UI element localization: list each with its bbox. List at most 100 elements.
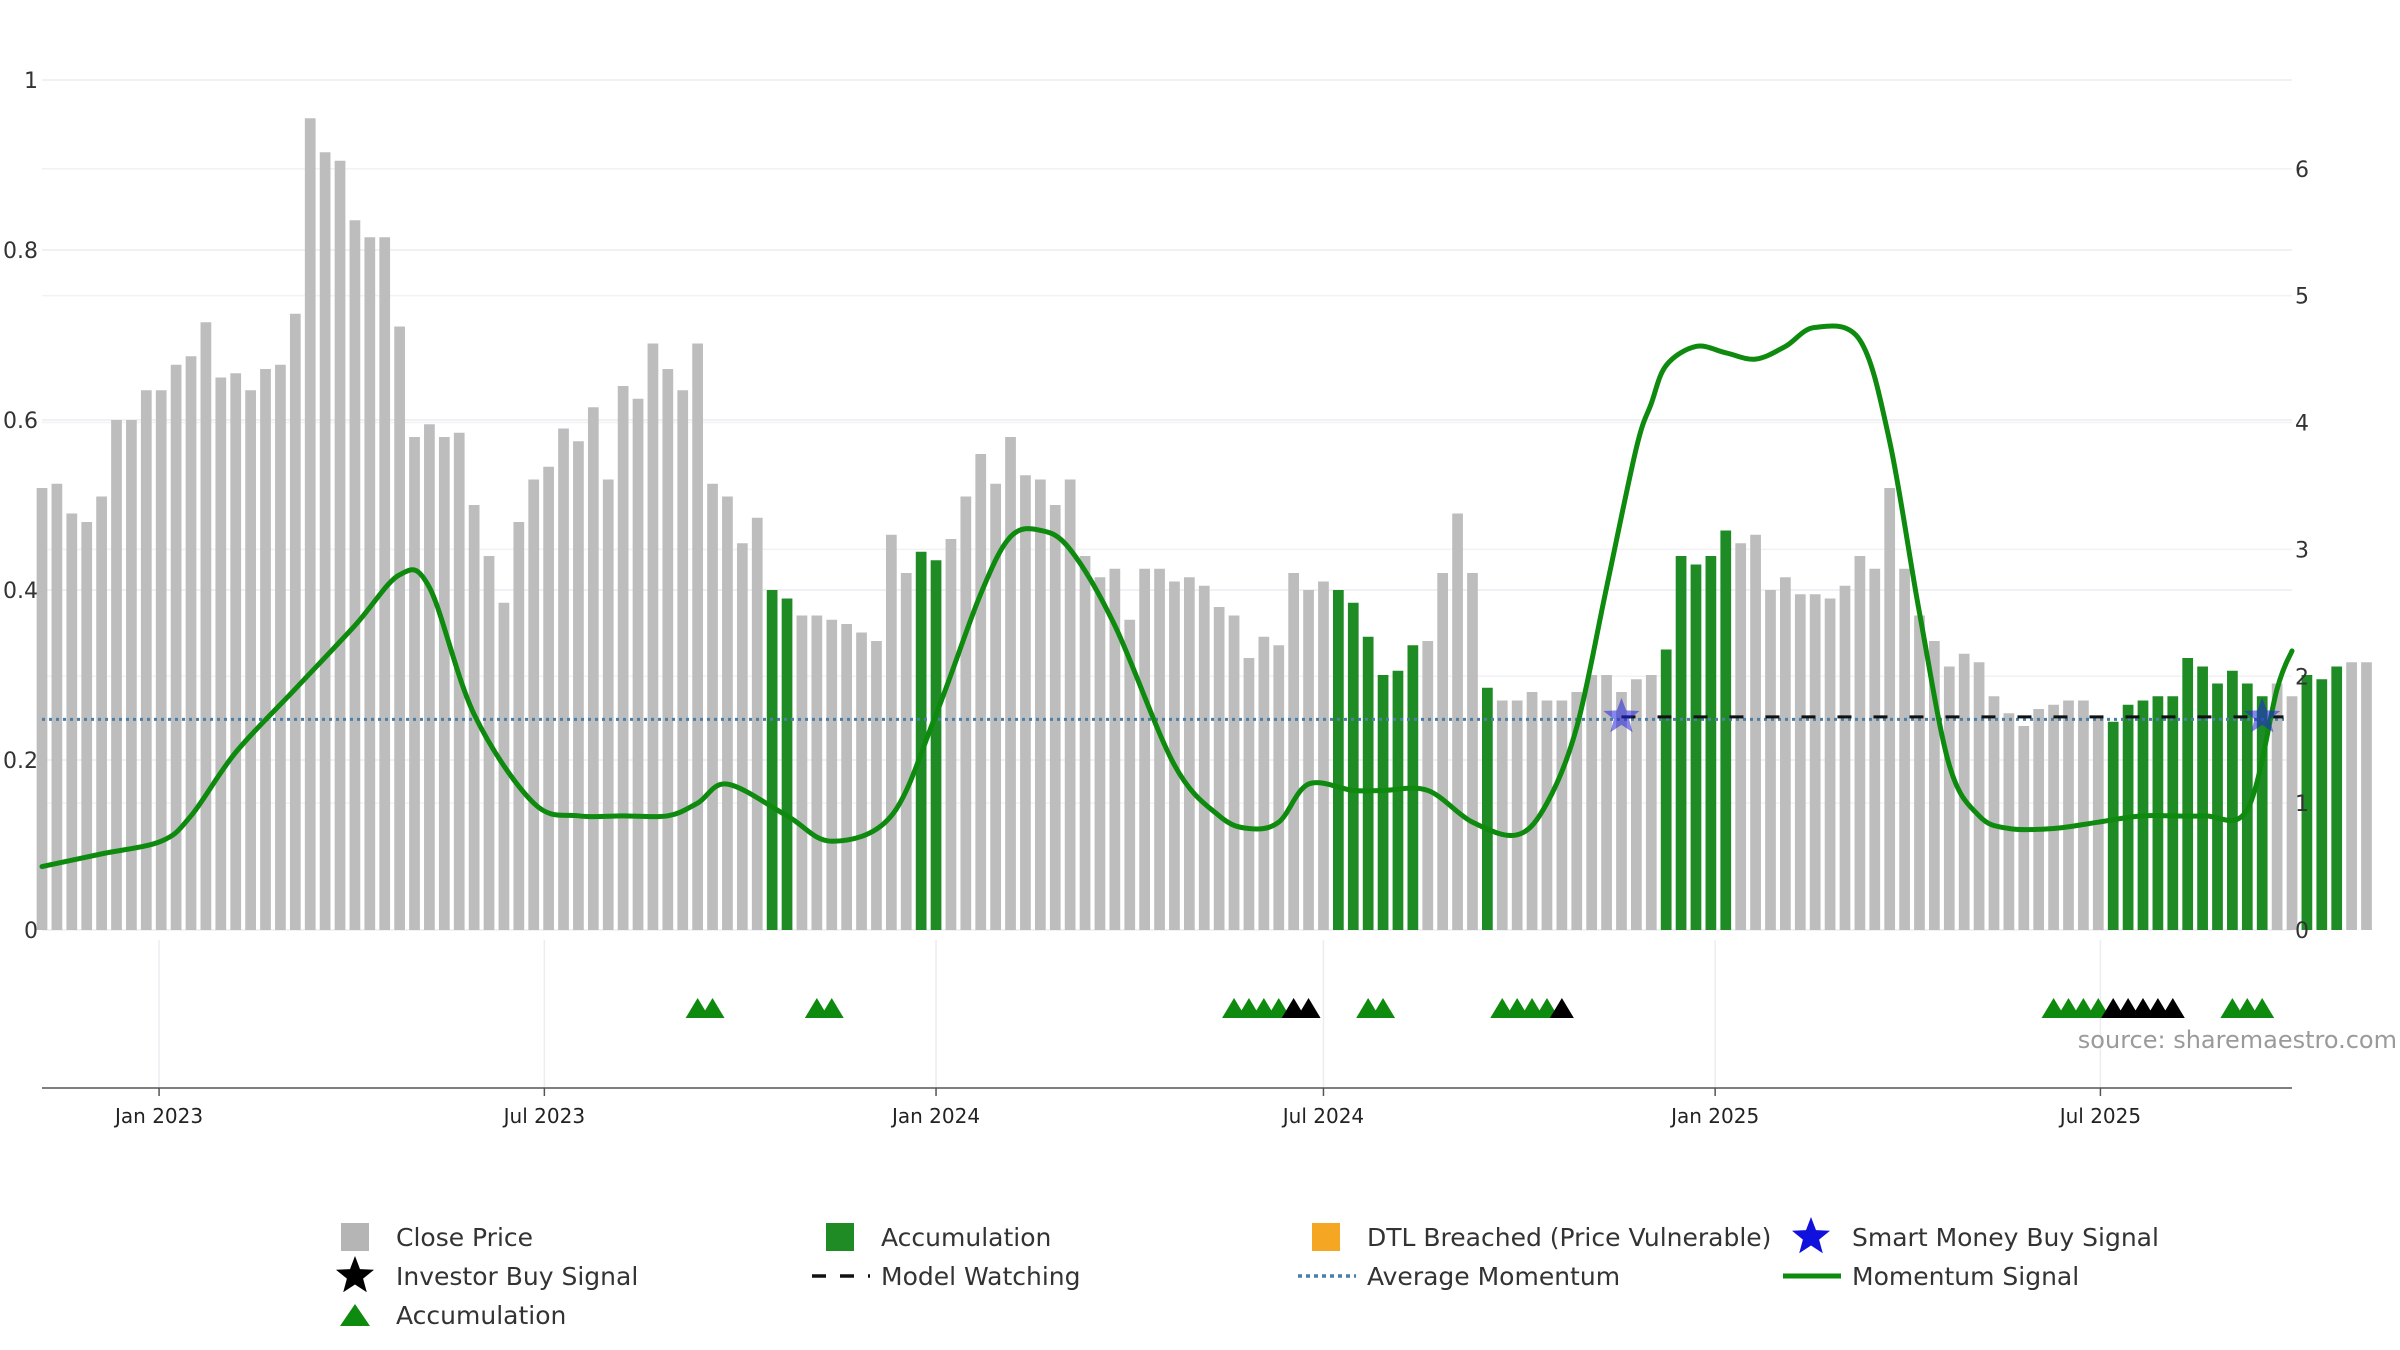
close-price-bar	[841, 624, 852, 930]
close-price-bar	[1571, 692, 1583, 930]
legend-label: Momentum Signal	[1852, 1262, 2079, 1291]
close-price-bar	[1929, 641, 1940, 930]
close-price-bar	[1780, 577, 1791, 930]
close-price-bar	[215, 377, 227, 930]
close-price-bar	[2286, 696, 2298, 930]
accumulation-bar	[2107, 721, 2119, 930]
close-price-bar	[1034, 479, 1046, 930]
close-price-bar	[1079, 556, 1091, 930]
close-price-bar	[1645, 675, 1657, 930]
legend-label: Accumulation	[881, 1223, 1051, 1252]
legend-label: Close Price	[396, 1223, 533, 1252]
legend-swatch-square	[826, 1223, 854, 1251]
close-price-bars	[36, 118, 2372, 930]
close-price-bar	[1735, 543, 1747, 930]
close-price-bar	[140, 390, 152, 930]
accumulation-bar	[2331, 666, 2343, 930]
accumulation-bar	[2212, 683, 2223, 930]
accumulation-triangle	[2250, 998, 2275, 1018]
accumulation-bar	[1482, 687, 1493, 930]
close-price-bar	[424, 424, 435, 930]
x-tick-label: Jan 2025	[1669, 1104, 1759, 1128]
close-price-bar	[438, 437, 450, 930]
accumulation-triangle	[819, 998, 844, 1018]
accumulation-triangle	[1371, 998, 1396, 1018]
legend-item: Model Watching	[812, 1262, 1081, 1291]
close-price-bar	[1288, 573, 1300, 930]
close-price-bar	[558, 428, 569, 930]
left-tick-label: 0	[24, 919, 38, 944]
close-price-bar	[900, 573, 912, 930]
left-tick-label: 0.2	[3, 749, 38, 774]
close-price-bar	[1824, 598, 1836, 930]
x-tick-label: Jan 2024	[890, 1104, 980, 1128]
right-tick-label: 1	[2295, 792, 2309, 817]
close-price-bar	[1943, 666, 1955, 930]
close-price-bar	[2361, 662, 2372, 930]
close-price-bar	[1169, 581, 1180, 930]
close-price-bar	[2346, 662, 2357, 930]
accumulation-bar	[2256, 696, 2268, 930]
close-price-bar	[1109, 568, 1121, 930]
close-price-bar	[170, 364, 182, 930]
close-price-bar	[200, 322, 212, 930]
smart-money-buy-star	[2244, 697, 2281, 733]
legend-label: DTL Breached (Price Vulnerable)	[1367, 1223, 1771, 1252]
legend-swatch-square	[341, 1223, 369, 1251]
close-price-bar	[230, 373, 242, 930]
legend-label: Average Momentum	[1367, 1262, 1620, 1291]
close-price-bar	[617, 386, 629, 930]
close-price-bar	[2048, 704, 2059, 930]
source-label: source: sharemaestro.com	[2078, 1026, 2397, 1054]
accumulation-triangle	[700, 998, 725, 1018]
close-price-bar	[379, 237, 391, 930]
close-price-bar	[1228, 615, 1240, 930]
close-price-bar	[1198, 585, 1210, 930]
close-price-bar	[1139, 568, 1151, 930]
close-price-bar	[960, 496, 972, 930]
close-price-bar	[587, 407, 599, 930]
close-price-bar	[856, 632, 867, 930]
accumulation-bar	[915, 551, 927, 930]
accumulation-bar	[2182, 658, 2194, 930]
x-tick-label: Jul 2023	[502, 1104, 585, 1128]
accumulation-bar	[930, 560, 942, 930]
accumulation-bar	[1675, 556, 1687, 930]
close-price-bar	[1154, 568, 1165, 930]
close-price-bar	[1183, 577, 1195, 930]
close-price-bar	[155, 390, 167, 930]
momentum-signal-line	[39, 323, 2295, 870]
accumulation-bar	[1332, 590, 1344, 930]
close-price-bar	[513, 522, 525, 930]
smart-money-buy-star	[1603, 697, 1640, 733]
legend-item: Momentum Signal	[1783, 1262, 2079, 1291]
close-price-bar	[692, 343, 703, 930]
close-price-bar	[260, 369, 271, 930]
close-price-bar	[1049, 505, 1061, 930]
x-tick-label: Jul 2025	[2058, 1104, 2141, 1128]
legend-label: Investor Buy Signal	[396, 1262, 638, 1291]
legend-swatch-star	[1792, 1217, 1830, 1254]
close-price-bar	[1303, 590, 1314, 930]
close-price-bar	[1973, 662, 1985, 930]
legend: Close Price Accumulation DTL Breached (Pri…	[336, 1217, 2159, 1330]
close-price-bar	[1914, 615, 1925, 930]
close-price-bar	[1124, 619, 1136, 930]
close-price-bar	[796, 615, 808, 930]
close-price-bar	[1884, 488, 1896, 930]
close-price-bar	[2078, 700, 2089, 930]
legend-item: DTL Breached (Price Vulnerable)	[1312, 1223, 1771, 1252]
accumulation-bar	[2197, 666, 2208, 930]
left-tick-label: 0.8	[3, 239, 38, 264]
close-price-bar	[2271, 683, 2283, 930]
close-price-bar	[1511, 700, 1523, 930]
legend-label: Smart Money Buy Signal	[1852, 1223, 2159, 1252]
close-price-bar	[36, 488, 48, 930]
accumulation-triangle	[2160, 998, 2185, 1018]
x-tick-label: Jan 2023	[113, 1104, 203, 1128]
close-price-bar	[945, 539, 957, 930]
close-price-bar	[543, 466, 554, 930]
right-tick-label: 2	[2295, 665, 2309, 690]
close-price-bar	[1958, 653, 1970, 930]
